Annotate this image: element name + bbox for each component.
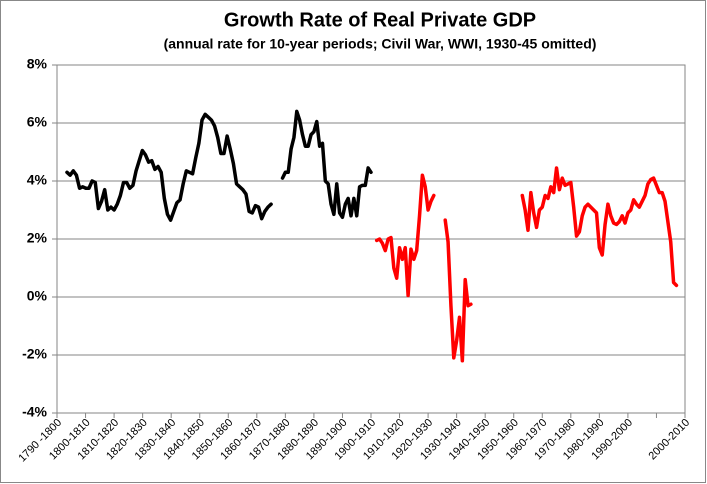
chart-title: Growth Rate of Real Private GDP: [224, 9, 536, 31]
y-tick-label: 4%: [27, 172, 48, 188]
y-tick-label: 0%: [27, 288, 48, 304]
y-tick-label: 6%: [27, 114, 48, 130]
data-line: [65, 109, 373, 222]
y-tick-label: 2%: [27, 230, 48, 246]
data-line: [374, 166, 679, 363]
y-tick-label: -2%: [22, 346, 47, 362]
chart-subtitle: (annual rate for 10-year periods; Civil …: [164, 36, 597, 52]
y-tick-label: 8%: [27, 56, 48, 72]
y-tick-label: -4%: [22, 404, 47, 420]
